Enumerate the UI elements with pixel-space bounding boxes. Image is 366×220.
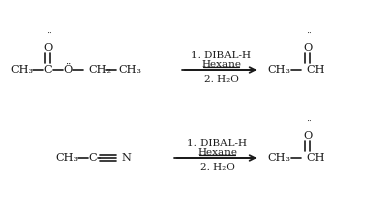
- Text: CH₃: CH₃: [267, 65, 290, 75]
- Text: ¨: ¨: [306, 33, 310, 42]
- Text: CH₃: CH₃: [118, 65, 141, 75]
- Text: ¨: ¨: [45, 33, 51, 42]
- Text: CH: CH: [306, 153, 325, 163]
- Text: O: O: [303, 43, 313, 53]
- Text: Hexane: Hexane: [201, 59, 241, 68]
- Text: N: N: [121, 153, 131, 163]
- Text: CH₂: CH₂: [88, 65, 111, 75]
- Text: 2. H₂O: 2. H₂O: [203, 75, 238, 84]
- Text: 2. H₂O: 2. H₂O: [199, 163, 235, 172]
- Text: Hexane: Hexane: [197, 147, 237, 156]
- Text: O: O: [44, 43, 53, 53]
- Text: C: C: [44, 65, 52, 75]
- Text: CH₃: CH₃: [55, 153, 78, 163]
- Text: CH₃: CH₃: [10, 65, 33, 75]
- Text: Ö: Ö: [63, 65, 72, 75]
- Text: O: O: [303, 131, 313, 141]
- Text: 1. DIBAL-H: 1. DIBAL-H: [191, 51, 251, 59]
- Text: ¨: ¨: [306, 121, 310, 130]
- Text: CH₃: CH₃: [267, 153, 290, 163]
- Text: 1. DIBAL-H: 1. DIBAL-H: [187, 139, 247, 147]
- Text: C: C: [89, 153, 97, 163]
- Text: CH: CH: [306, 65, 325, 75]
